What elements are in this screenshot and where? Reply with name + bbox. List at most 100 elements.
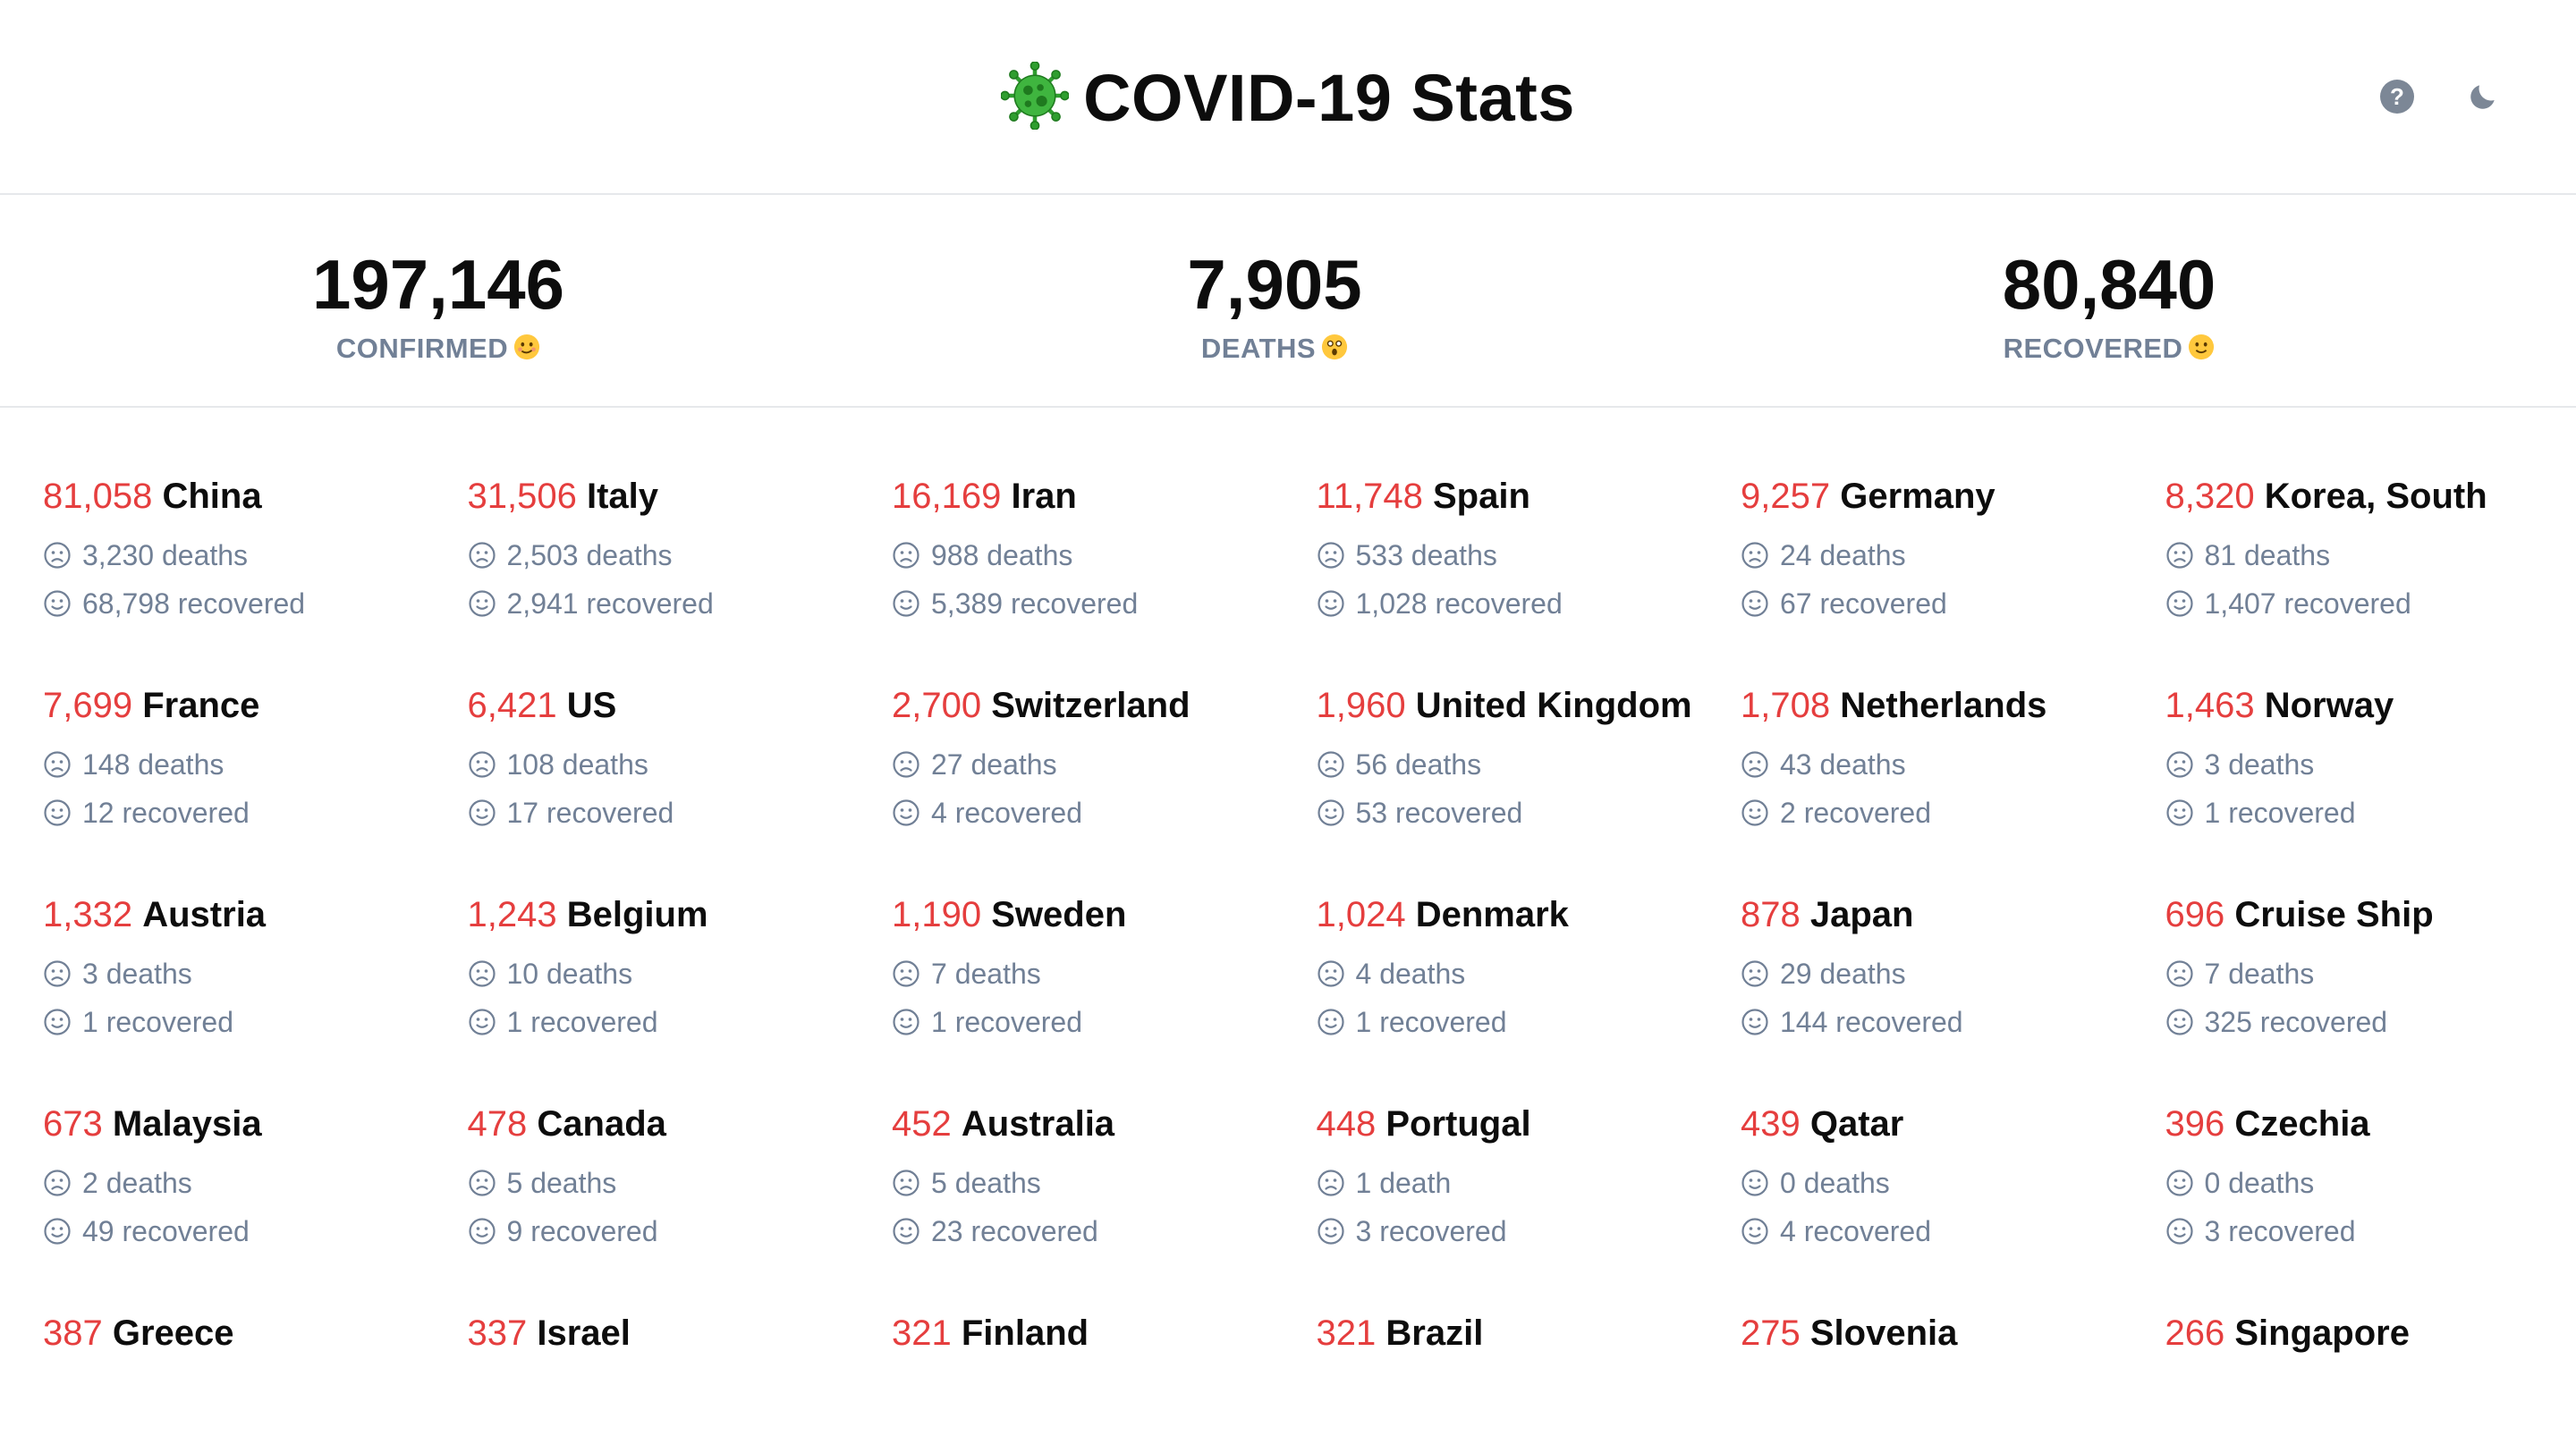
smile-face-icon (1317, 590, 1344, 617)
sad-face-icon (44, 960, 71, 987)
sad-face-icon (893, 751, 919, 778)
country-heading: 1,024 Denmark (1317, 892, 1724, 937)
country-deaths-text: 29 deaths (1780, 958, 1906, 990)
sad-face-icon (1741, 751, 1768, 778)
country-deaths: 5 deaths (892, 1159, 1299, 1207)
country-heading: 8,320 Korea, South (2165, 474, 2572, 519)
recovered-value: 80,840 (2002, 245, 2216, 324)
country-recovered-text: 1,407 recovered (2204, 587, 2411, 620)
country-name: Greece (112, 1314, 234, 1353)
country-deaths-text: 4 deaths (1355, 958, 1466, 990)
country-deaths-text: 3 deaths (2204, 748, 2315, 781)
country-card: 266 Singapore (2165, 1311, 2576, 1368)
country-recovered-text: 53 recovered (1355, 797, 1523, 829)
country-confirmed-count: 478 (467, 1104, 528, 1144)
country-deaths: 3 deaths (43, 950, 450, 998)
country-card: 1,332 Austria 3 deaths 1 recovered (43, 892, 468, 1046)
country-deaths-text: 0 deaths (2204, 1167, 2315, 1199)
country-recovered: 68,798 recovered (43, 579, 450, 628)
country-confirmed-count: 1,463 (2165, 686, 2255, 725)
country-deaths-text: 533 deaths (1355, 539, 1497, 571)
country-deaths: 2 deaths (43, 1159, 450, 1207)
country-deaths: 2,503 deaths (468, 531, 875, 579)
country-recovered-text: 49 recovered (82, 1215, 250, 1247)
country-recovered: 1,407 recovered (2165, 579, 2572, 628)
smile-face-icon (1741, 1170, 1768, 1196)
country-confirmed-count: 7,699 (43, 686, 133, 725)
country-recovered: 1 recovered (2165, 789, 2572, 837)
country-recovered: 5,389 recovered (892, 579, 1299, 628)
sad-face-icon (2165, 542, 2193, 569)
smile-face-icon (893, 590, 919, 617)
help-button[interactable]: ? (2377, 77, 2417, 116)
country-recovered-text: 17 recovered (506, 797, 674, 829)
country-recovered-text: 3 recovered (2204, 1215, 2356, 1247)
sad-face-icon (1741, 960, 1768, 987)
smile-face-icon (1741, 1218, 1768, 1245)
smile-face-icon (1741, 799, 1768, 826)
virus-icon (1001, 62, 1070, 130)
sad-face-icon (1317, 751, 1344, 778)
country-card: 16,169 Iran 988 deaths 5,389 recovered (892, 474, 1317, 628)
smile-face-icon (893, 1009, 919, 1035)
country-card: 387 Greece (43, 1311, 468, 1368)
country-heading: 1,243 Belgium (468, 892, 875, 937)
country-deaths-text: 0 deaths (1780, 1167, 1890, 1199)
sad-face-icon (2165, 751, 2193, 778)
deaths-value: 7,905 (1187, 245, 1362, 324)
country-deaths-text: 2,503 deaths (506, 539, 673, 571)
country-confirmed-count: 673 (43, 1104, 103, 1144)
country-confirmed-count: 878 (1741, 895, 1801, 934)
country-card: 9,257 Germany 24 deaths 67 recovered (1741, 474, 2165, 628)
country-deaths-text: 3 deaths (82, 958, 192, 990)
sad-face-icon (893, 1170, 919, 1196)
country-deaths-text: 24 deaths (1780, 539, 1906, 571)
country-recovered-text: 144 recovered (1780, 1006, 1963, 1038)
totals-bar: 197,146 CONFIRMED 7,905 DEATHS 80,840 (0, 197, 2576, 408)
country-confirmed-count: 337 (467, 1314, 528, 1353)
country-confirmed-count: 11,748 (1316, 477, 1423, 516)
dark-mode-toggle[interactable] (2463, 77, 2503, 116)
total-deaths: 7,905 DEATHS (1006, 241, 1543, 367)
country-heading: 2,700 Switzerland (892, 683, 1299, 728)
country-deaths: 1 death (1317, 1159, 1724, 1207)
country-confirmed-count: 266 (2165, 1314, 2225, 1353)
country-confirmed-count: 321 (892, 1314, 952, 1353)
smile-face-icon (2165, 799, 2193, 826)
country-name: Korea, South (2264, 477, 2487, 516)
country-recovered-text: 12 recovered (82, 797, 250, 829)
country-card: 6,421 US 108 deaths 17 recovered (468, 683, 893, 837)
country-card: 1,708 Netherlands 43 deaths 2 recovered (1741, 683, 2165, 837)
country-recovered-text: 2,941 recovered (506, 587, 714, 620)
country-card: 7,699 France 148 deaths 12 recovered (43, 683, 468, 837)
country-recovered: 4 recovered (892, 789, 1299, 837)
sad-face-icon (44, 751, 71, 778)
country-name: Qatar (1809, 1104, 1904, 1144)
country-deaths: 43 deaths (1741, 740, 2148, 789)
page-title-text: COVID-19 Stats (1083, 61, 1575, 135)
country-heading: 1,332 Austria (43, 892, 450, 937)
country-deaths: 81 deaths (2165, 531, 2572, 579)
country-card: 8,320 Korea, South 81 deaths 1,407 recover… (2165, 474, 2576, 628)
country-name: US (566, 686, 617, 725)
country-name: Norway (2264, 686, 2394, 725)
country-confirmed-count: 696 (2165, 895, 2225, 934)
country-card: 31,506 Italy 2,503 deaths 2,941 recovered (468, 474, 893, 628)
country-heading: 9,257 Germany (1741, 474, 2148, 519)
country-heading: 81,058 China (43, 474, 450, 519)
country-heading: 673 Malaysia (43, 1102, 450, 1146)
country-deaths: 10 deaths (468, 950, 875, 998)
country-name: Iran (1011, 477, 1077, 516)
smile-face-icon (44, 590, 71, 617)
country-card: 396 Czechia 0 deaths 3 recovered (2165, 1102, 2576, 1255)
country-card: 1,190 Sweden 7 deaths 1 recovered (892, 892, 1317, 1046)
country-card: 448 Portugal 1 death 3 recovered (1317, 1102, 1741, 1255)
country-deaths: 5 deaths (468, 1159, 875, 1207)
country-deaths: 7 deaths (2165, 950, 2572, 998)
country-confirmed-count: 387 (43, 1314, 103, 1353)
smirk-face-icon (514, 334, 540, 360)
country-deaths-text: 5 deaths (931, 1167, 1041, 1199)
country-confirmed-count: 1,332 (43, 895, 133, 934)
country-recovered: 1 recovered (892, 998, 1299, 1046)
astonished-face-icon (1322, 334, 1348, 360)
